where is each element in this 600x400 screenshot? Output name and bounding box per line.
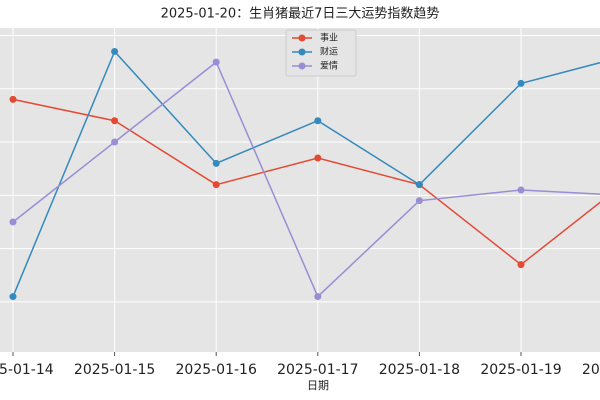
x-tick-label: 2025-01-19 [480, 362, 561, 378]
ticks: 2025-01-14 2025-01-15 2025-01-16 2025-01-17… [0, 352, 600, 378]
point [517, 79, 525, 87]
plot-background [0, 28, 600, 352]
chart-title: 2025-01-20：生肖猪最近7日三大运势指数趋势 [161, 6, 440, 22]
legend-marker [298, 62, 306, 70]
point [111, 138, 119, 146]
x-tick-label: 2025-01-17 [277, 362, 358, 378]
point [212, 159, 220, 167]
point [314, 117, 322, 125]
point [212, 58, 220, 66]
x-tick-label: 2025-01-14 [0, 362, 54, 378]
point [212, 181, 220, 189]
point [111, 47, 119, 55]
point [9, 95, 17, 103]
legend-marker [298, 48, 306, 56]
lines [9, 47, 600, 301]
point [415, 197, 423, 205]
legend-label: 事业 [320, 32, 338, 44]
legend-marker [298, 34, 306, 42]
x-tick-label: 2025-01-20 [582, 362, 600, 378]
x-tick-label: 2025-01-16 [176, 362, 257, 378]
x-axis-label: 日期 [307, 379, 329, 392]
point [9, 218, 17, 226]
x-tick-label: 2025-01-18 [379, 362, 460, 378]
point [314, 154, 322, 162]
x-tick-label: 2025-01-15 [74, 362, 155, 378]
point [415, 181, 423, 189]
point [517, 186, 525, 194]
point [517, 261, 525, 269]
point [9, 293, 17, 301]
point [111, 117, 119, 125]
point [314, 293, 322, 301]
legend-label: 爱情 [320, 60, 338, 72]
legend-label: 财运 [320, 46, 338, 58]
